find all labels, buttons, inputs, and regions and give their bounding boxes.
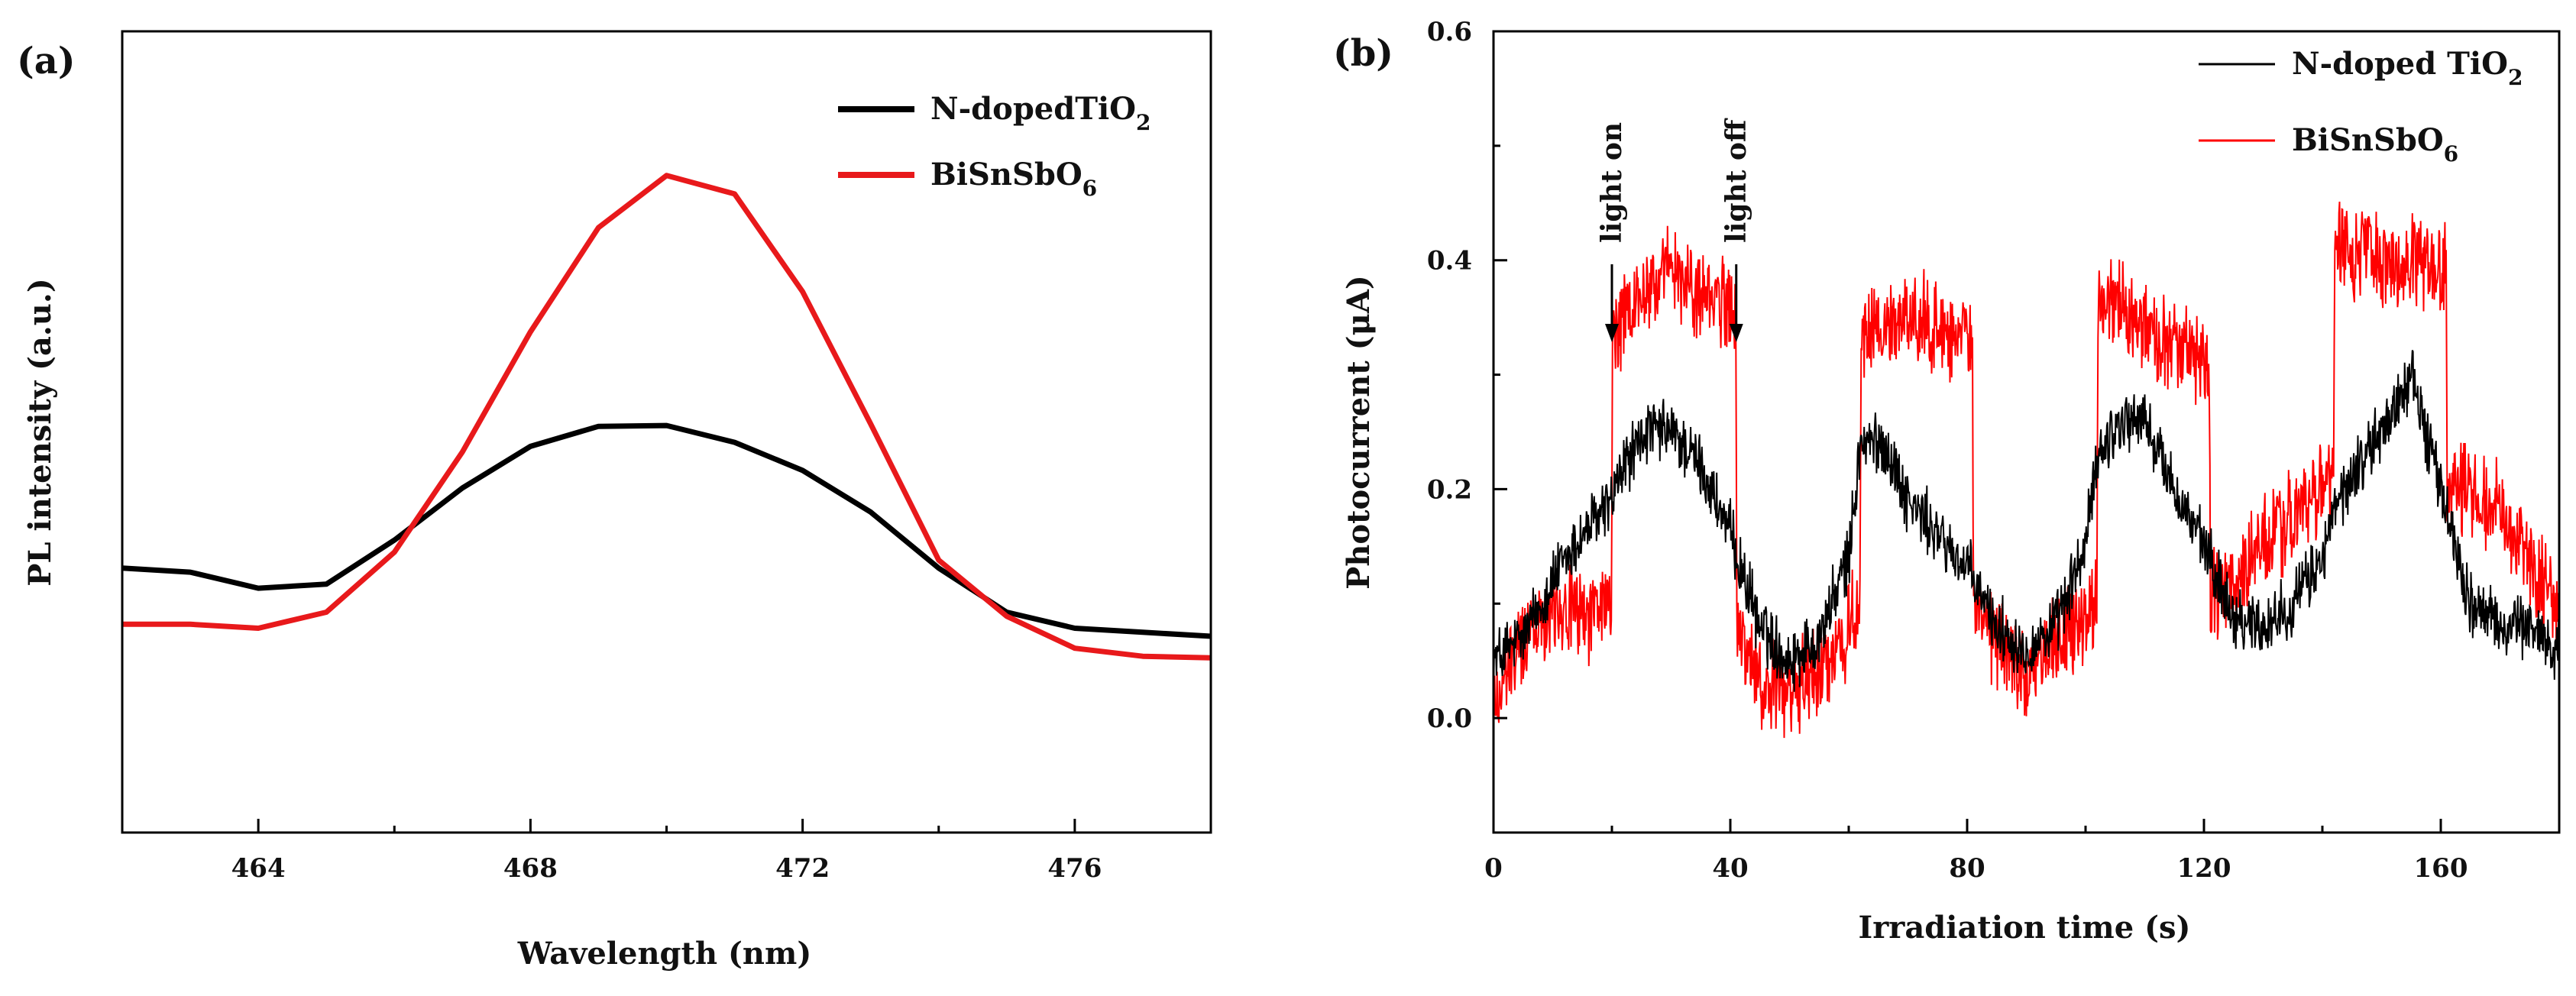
panel-a: (a) 464 468 472 476 Wavelength (nm) PL inte… xyxy=(17,30,1212,972)
panel-b-y-tick-label: 0.6 xyxy=(1427,17,1472,47)
panel-b-x-axis-title: Irradiation time (s) xyxy=(1859,910,2191,946)
panel-b-x-tick-label: 160 xyxy=(2414,853,2468,884)
panel-b-label: (b) xyxy=(1333,32,1393,75)
panel-b-x-tick-label: 40 xyxy=(1712,853,1748,884)
panel-a-axes-frame xyxy=(121,30,1212,834)
panel-a-legend: N-dopedTiO2 BiSnSbO6 xyxy=(838,91,1151,201)
annotation-arrow-head xyxy=(1605,324,1619,342)
panel-a-plot-area xyxy=(121,173,1212,661)
panel-b-plot-area xyxy=(1493,201,2560,739)
panel-a-x-tick-label: 472 xyxy=(775,853,830,884)
annotation-light-off: light off xyxy=(1720,118,1752,342)
panel-b-series-0 xyxy=(1493,350,2560,697)
panel-a-x-ticks: 464 468 472 476 xyxy=(121,819,1212,884)
panel-a-series-1 xyxy=(122,173,1212,661)
panel-b-x-tick-label: 80 xyxy=(1949,853,1985,884)
panel-b-y-tick-label: 0.0 xyxy=(1427,703,1472,734)
legend-label-bisnsbo6: BiSnSbO6 xyxy=(930,157,1097,201)
legend-label-n-doped: N-dopedTiO2 xyxy=(930,91,1151,135)
panel-a-x-tick-label: 468 xyxy=(503,853,558,884)
panel-a-x-axis-title: Wavelength (nm) xyxy=(517,936,812,972)
annotation-light-on: light on xyxy=(1596,122,1628,342)
panel-b-series-1 xyxy=(1493,201,2560,739)
legend-label-bisnsbo6-b: BiSnSbO6 xyxy=(2292,122,2458,167)
panel-b-axes-frame xyxy=(1492,30,2561,834)
panel-b-y-ticks: 0.0 0.2 0.4 0.6 xyxy=(1427,17,1507,834)
legend-label-n-doped-b: N-doped TiO2 xyxy=(2292,46,2523,90)
panel-b-annotations: light on light off xyxy=(1596,118,1752,342)
annotation-label: light on xyxy=(1596,122,1628,243)
panel-b: (b) 0 40 80 120 160 0.00.20.40.6 light on lig… xyxy=(1333,17,2561,946)
panel-b-y-tick-label: 0.4 xyxy=(1427,246,1472,276)
panel-a-y-axis-title: PL intensity (a.u.) xyxy=(22,278,58,586)
panel-a-series-0 xyxy=(121,422,1212,639)
panel-b-y-axis-title: Photocurrent (μA) xyxy=(1341,275,1377,590)
panel-a-x-tick-label: 464 xyxy=(231,853,286,884)
panel-a-x-tick-label: 476 xyxy=(1047,853,1102,884)
panel-a-label: (a) xyxy=(17,40,76,82)
panel-b-x-tick-label: 0 xyxy=(1484,853,1503,884)
panel-b-x-tick-label: 120 xyxy=(2177,853,2231,884)
annotation-arrow-head xyxy=(1729,324,1743,342)
panel-b-legend: N-doped TiO2 BiSnSbO6 xyxy=(2199,46,2523,167)
panel-b-y-tick-label: 0.2 xyxy=(1427,474,1472,505)
annotation-label: light off xyxy=(1720,118,1752,243)
panel-b-x-ticks: 0 40 80 120 160 xyxy=(1484,819,2468,884)
